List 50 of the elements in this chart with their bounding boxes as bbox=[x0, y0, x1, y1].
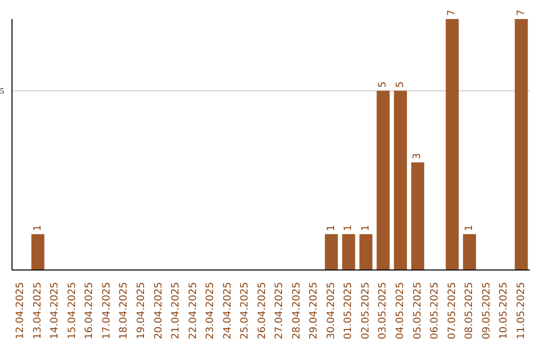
data-label: 3 bbox=[412, 153, 424, 160]
x-tick-label: 14.04.2025 bbox=[50, 282, 61, 340]
x-tick-label: 29.04.2025 bbox=[308, 282, 320, 340]
data-label: 1 bbox=[326, 224, 337, 232]
bar bbox=[324, 234, 338, 270]
x-tick-label: 22.04.2025 bbox=[188, 282, 199, 340]
x-tick-label: 02.05.2025 bbox=[360, 282, 372, 340]
data-label: 1 bbox=[464, 224, 476, 232]
x-tick-label: 09.05.2025 bbox=[481, 282, 492, 340]
data-label: 5 bbox=[394, 81, 406, 88]
bar bbox=[463, 234, 476, 270]
data-label: 1 bbox=[32, 224, 44, 232]
x-tick-label: 03.05.2025 bbox=[378, 282, 389, 340]
x-tick-label: 25.04.2025 bbox=[240, 282, 251, 340]
x-tick-label: 07.05.2025 bbox=[446, 282, 458, 340]
x-tick-label: 13.04.2025 bbox=[32, 282, 44, 340]
bar bbox=[376, 90, 390, 270]
x-tick-label: 17.04.2025 bbox=[101, 282, 112, 340]
x-tick-label: 12.04.2025 bbox=[15, 282, 26, 340]
x-tick-label: 20.04.2025 bbox=[153, 282, 164, 340]
data-label: 5 bbox=[378, 81, 389, 88]
bar bbox=[31, 234, 44, 270]
x-tick-label: 30.04.2025 bbox=[326, 282, 337, 340]
x-tick-label: 16.04.2025 bbox=[84, 282, 96, 340]
x-tick-label: 28.04.2025 bbox=[291, 282, 302, 340]
x-tick-label: 26.04.2025 bbox=[256, 282, 268, 340]
bar bbox=[394, 90, 407, 270]
x-tick-label: 08.05.2025 bbox=[464, 282, 476, 340]
x-tick-label: 04.05.2025 bbox=[395, 282, 406, 340]
x-tick-label: 01.05.2025 bbox=[343, 282, 354, 340]
x-tick-label: 23.04.2025 bbox=[205, 282, 216, 340]
x-tick-label: 10.05.2025 bbox=[498, 282, 510, 340]
x-tick-label: 19.04.2025 bbox=[136, 282, 147, 340]
bar bbox=[446, 19, 459, 270]
x-tick-label: 18.04.2025 bbox=[118, 282, 130, 340]
x-tick-label: 27.04.2025 bbox=[274, 282, 286, 340]
data-label: 1 bbox=[360, 224, 372, 232]
x-tick-label: 05.05.2025 bbox=[412, 282, 424, 340]
x-tick-label: 21.04.2025 bbox=[170, 282, 182, 340]
bar bbox=[411, 162, 424, 270]
data-label: 1 bbox=[343, 224, 354, 232]
x-tick-label: 15.04.2025 bbox=[66, 282, 78, 340]
x-tick-label: 06.05.2025 bbox=[430, 282, 441, 340]
bar bbox=[359, 234, 372, 270]
x-tick-label: 24.04.2025 bbox=[222, 282, 234, 340]
x-tick-label: 11.05.2025 bbox=[516, 282, 527, 340]
data-label: 7 bbox=[446, 10, 458, 16]
bar bbox=[514, 19, 528, 270]
bar bbox=[342, 234, 356, 270]
data-label: 7 bbox=[516, 10, 527, 16]
